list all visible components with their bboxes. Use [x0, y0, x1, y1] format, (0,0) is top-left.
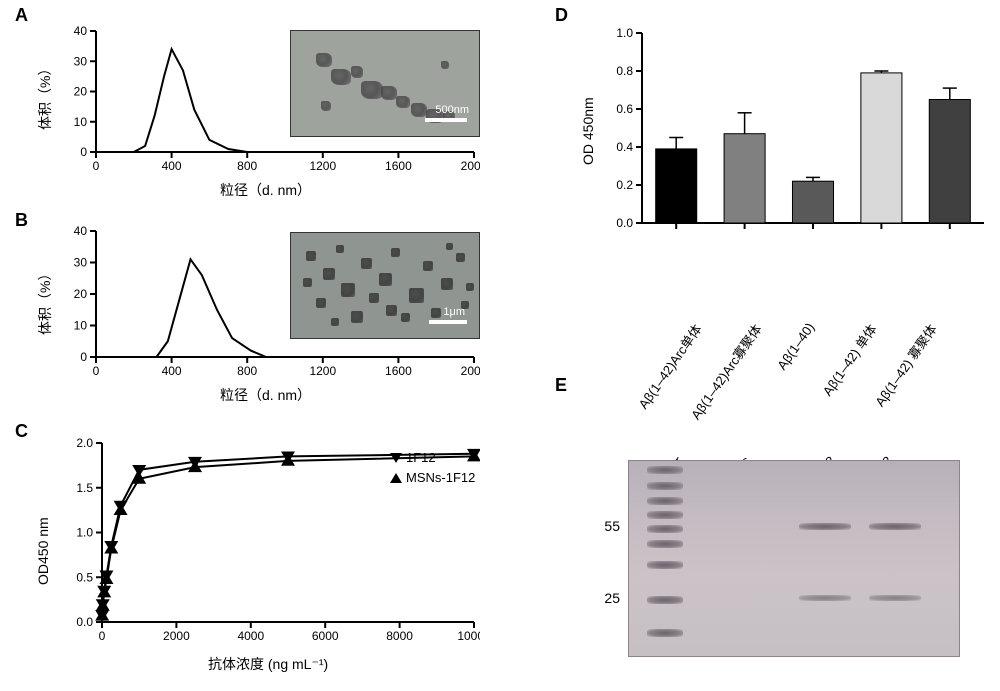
svg-text:10: 10 [74, 319, 88, 333]
svg-text:20: 20 [74, 85, 88, 99]
xlabel-c: 抗体浓度 (ng mL⁻¹) [208, 654, 328, 674]
svg-text:0: 0 [93, 364, 100, 378]
mw-label-25: 25 [595, 590, 620, 606]
svg-text:400: 400 [162, 364, 182, 378]
svg-text:1200: 1200 [309, 364, 336, 378]
svg-text:1.0: 1.0 [616, 26, 633, 40]
xlabel-a: 粒径（d. nm） [220, 180, 311, 200]
svg-text:0.5: 0.5 [76, 570, 93, 584]
legend-label-msns-1f12: MSNs-1F12 [406, 470, 475, 485]
svg-text:0: 0 [80, 145, 87, 159]
ylabel-d: OD 450nm [580, 97, 596, 165]
scalebar-text-b: 1μm [443, 306, 465, 318]
svg-text:0.2: 0.2 [616, 178, 633, 192]
svg-text:20: 20 [74, 287, 88, 301]
panel-label-d: D [555, 5, 568, 26]
svg-text:10000: 10000 [457, 629, 480, 643]
chart-d: 0.0 0.2 0.4 0.6 0.8 1.0 [600, 25, 990, 235]
svg-text:40: 40 [74, 225, 88, 238]
panel-label-e: E [555, 375, 567, 396]
svg-text:0.6: 0.6 [616, 102, 633, 116]
svg-text:0.8: 0.8 [616, 64, 633, 78]
scalebar-text-a: 500nm [435, 104, 469, 116]
svg-text:0: 0 [80, 350, 87, 364]
svg-text:800: 800 [237, 364, 257, 378]
svg-text:4000: 4000 [237, 629, 264, 643]
gel-panel [628, 460, 960, 657]
inset-tem-a: 500nm [290, 30, 480, 137]
svg-text:1600: 1600 [385, 159, 412, 173]
svg-text:8000: 8000 [386, 629, 413, 643]
svg-text:0.0: 0.0 [76, 615, 93, 629]
svg-text:0.4: 0.4 [616, 140, 633, 154]
chart-c: 0.0 0.5 1.0 1.5 2.0 0 2000 4000 6000 8000 10000 [60, 435, 480, 650]
triangle-up-icon [390, 473, 402, 483]
ylabel-b: 体积（%） [35, 267, 55, 335]
triangle-down-icon [390, 453, 402, 463]
svg-text:10: 10 [74, 115, 88, 129]
svg-text:6000: 6000 [312, 629, 339, 643]
figure-root: A 体积（%） 0102030400400800120016002000 粒径（… [0, 0, 1000, 691]
ylabel-c: OD450 nm [35, 517, 51, 585]
panel-label-a: A [15, 5, 28, 26]
svg-text:40: 40 [74, 25, 88, 38]
svg-text:2.0: 2.0 [76, 436, 93, 450]
svg-text:2000: 2000 [461, 364, 480, 378]
svg-text:1200: 1200 [309, 159, 336, 173]
svg-text:30: 30 [74, 54, 88, 68]
xlabel-b: 粒径（d. nm） [220, 385, 311, 405]
scalebar-b [429, 320, 467, 324]
svg-text:0: 0 [99, 629, 106, 643]
svg-text:2000: 2000 [461, 159, 480, 173]
svg-text:800: 800 [237, 159, 257, 173]
panel-label-c: C [15, 421, 28, 442]
svg-text:0.0: 0.0 [616, 216, 633, 230]
svg-text:30: 30 [74, 256, 88, 270]
inset-tem-b: 1μm [290, 232, 480, 339]
svg-text:1.0: 1.0 [76, 526, 93, 540]
legend-label-1f12: 1F12 [406, 450, 436, 465]
svg-text:1600: 1600 [385, 364, 412, 378]
ylabel-a: 体积（%） [35, 62, 55, 130]
panel-label-b: B [15, 210, 28, 231]
legend-msns-1f12: MSNs-1F12 [390, 470, 475, 485]
scalebar-a [425, 118, 467, 122]
svg-text:1.5: 1.5 [76, 481, 93, 495]
svg-text:2000: 2000 [163, 629, 190, 643]
svg-text:400: 400 [162, 159, 182, 173]
legend-1f12: 1F12 [390, 450, 436, 465]
mw-label-55: 55 [595, 518, 620, 534]
svg-text:0: 0 [93, 159, 100, 173]
